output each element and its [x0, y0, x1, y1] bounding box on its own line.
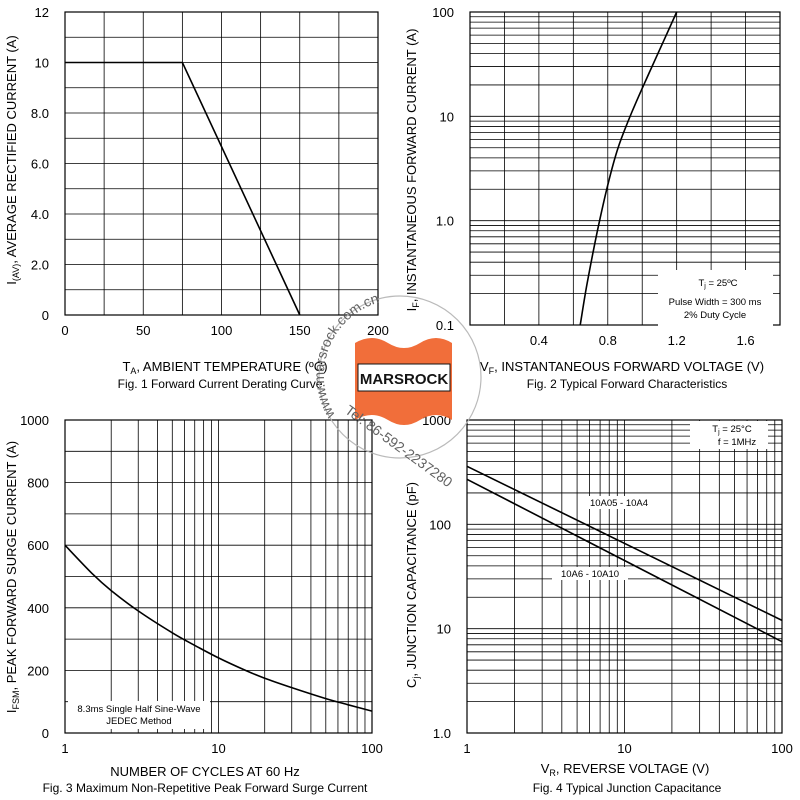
fig1-x-tick-label: 50 [136, 323, 150, 338]
fig2-note-tj: Tj = 25ºC [698, 278, 737, 290]
fig1-x-tick-label: 0 [61, 323, 68, 338]
fig3-y-label: IFSM, PEAK FORWARD SURGE CURRENT (A) [4, 441, 21, 713]
fig2-x-tick-label: 0.8 [599, 333, 617, 348]
fig3-plot-frame [64, 419, 373, 734]
fig2-plot-frame [469, 11, 781, 326]
fig4-x-tick-label: 10 [617, 741, 631, 756]
fig4-title: Fig. 4 Typical Junction Capacitance [533, 781, 722, 795]
fig3-x-label: NUMBER OF CYCLES AT 60 Hz [110, 764, 300, 779]
fig2-y-tick-label: 10 [440, 109, 454, 124]
fig1-y-tick-label: 0 [42, 308, 49, 323]
fig1-y-tick-label: 2.0 [31, 258, 49, 273]
fig4-ticks: 1 10 100 1.0 10 100 1000 [422, 413, 793, 756]
fig4-note-freq: f = 1MHz [718, 437, 757, 448]
watermark-ring [318, 295, 482, 459]
fig2-y-tick-label: 100 [432, 5, 454, 20]
fig3-y-tick-label: 600 [27, 538, 49, 553]
fig2-note-duty: 2% Duty Cycle [684, 310, 746, 321]
fig4-y-label: Cj, JUNCTION CAPACITANCE (pF) [404, 482, 421, 688]
fig4-series2-label-bg [552, 567, 628, 580]
fig1-plot-frame [64, 11, 379, 316]
fig3-y-tick-label: 200 [27, 663, 49, 678]
fig3-x-tick-label: 10 [211, 741, 225, 756]
fig2-x-tick-label: 1.2 [668, 333, 686, 348]
fig3-y-tick-label: 1000 [20, 413, 49, 428]
fig2-ticks: 0.4 0.8 1.2 1.6 0.1 1.0 10 100 [432, 5, 754, 348]
fig2-grid [469, 11, 781, 326]
fig3-series-0-line [64, 544, 373, 712]
fig2-note-pulse: Pulse Width = 300 ms [669, 297, 762, 308]
fig4-x-tick-label: 1 [463, 741, 470, 756]
fig1-y-tick-label: 8.0 [31, 106, 49, 121]
fig4-series-1-line [466, 478, 783, 643]
fig1-series-0-line [65, 61, 301, 316]
fig1-y-tick-label: 4.0 [31, 207, 49, 222]
fig2-title: Fig. 2 Typical Forward Characteristics [527, 377, 728, 391]
fig4-x-tick-label: 100 [771, 741, 793, 756]
fig3-x-tick-label: 100 [361, 741, 383, 756]
fig2-note-box [658, 270, 773, 326]
fig1-x-tick-label: 150 [289, 323, 311, 338]
fig2-chart: 0.4 0.8 1.2 1.6 0.1 1.0 10 100 VF, INSTANTANEOU… [404, 5, 781, 391]
fig2-y-tick-label: 1.0 [436, 214, 454, 229]
fig3-note-box [68, 701, 210, 729]
fig2-curves [579, 11, 678, 326]
fig3-y-tick-label: 800 [27, 476, 49, 491]
fig4-series2-label: 10A6 - 10A10 [561, 569, 619, 580]
fig1-grid [64, 11, 379, 316]
fig4-chart: 1 10 100 1.0 10 100 1000 Tj = 25°C f = 1MHz 10… [404, 413, 793, 795]
fig1-curves [65, 61, 301, 316]
fig4-plot-frame [466, 419, 783, 734]
fig1-x-label: TA, AMBIENT TEMPERATURE (ºC) [122, 359, 327, 376]
fig2-x-tick-label: 0.4 [530, 333, 548, 348]
fig4-series-0-line [466, 465, 783, 622]
fig1-y-label: I(AV), AVERAGE RECTIFIED CURRENT (A) [4, 35, 21, 284]
fig4-series1-label-bg [582, 496, 656, 509]
fig4-y-tick-label: 1.0 [433, 726, 451, 741]
watermark-logo-band [357, 363, 451, 392]
fig2-x-tick-label: 1.6 [737, 333, 755, 348]
fig3-y-tick-label: 0 [42, 726, 49, 741]
fig1-x-tick-label: 100 [211, 323, 233, 338]
fig1-y-tick-label: 6.0 [31, 157, 49, 172]
fig4-series1-label: 10A05 - 10A4 [590, 498, 648, 509]
fig3-grid [64, 419, 373, 734]
fig1-x-tick-label: 200 [367, 323, 389, 338]
fig4-curves [466, 465, 783, 643]
fig4-y-tick-label: 10 [437, 622, 451, 637]
fig4-x-label: VR, REVERSE VOLTAGE (V) [541, 761, 710, 778]
fig2-y-label: IF, INSTANTANEOUS FORWARD CURRENT (A) [404, 29, 421, 312]
fig4-grid [466, 419, 783, 734]
fig1-title: Fig. 1 Forward Current Derating Curve [118, 377, 323, 391]
fig4-y-tick-label: 1000 [422, 413, 451, 428]
fig3-note-line2: JEDEC Method [106, 716, 171, 727]
fig1-chart: 0 50 100 150 200 0 2.0 4.0 6.0 8.0 10 12 TA, AMBIEN… [4, 5, 389, 391]
fig2-y-tick-label: 0.1 [436, 318, 454, 333]
watermark-brand: MARSROCK [360, 371, 448, 388]
fig1-ticks: 0 50 100 150 200 0 2.0 4.0 6.0 8.0 10 12 [31, 5, 389, 338]
fig3-x-tick-label: 1 [61, 741, 68, 756]
fig4-y-tick-label: 100 [429, 517, 451, 532]
fig4-note-box [690, 421, 768, 449]
fig2-x-label: VF, INSTANTANEOUS FORWARD VOLTAGE (V) [480, 359, 764, 376]
fig2-series-0-line [579, 11, 678, 326]
fig3-note-line1: 8.3ms Single Half Sine-Wave [77, 704, 200, 715]
fig3-title: Fig. 3 Maximum Non-Repetitive Peak Forwa… [43, 781, 368, 795]
marsrock-watermark: www.marsrock.com.cn MARSROCK Tel: 86-592… [311, 290, 482, 490]
fig3-y-tick-label: 400 [27, 601, 49, 616]
fig1-y-tick-label: 12 [35, 5, 49, 20]
fig3-curves [64, 544, 373, 712]
fig1-y-tick-label: 10 [35, 56, 49, 71]
fig4-note-tj: Tj = 25°C [712, 424, 752, 436]
